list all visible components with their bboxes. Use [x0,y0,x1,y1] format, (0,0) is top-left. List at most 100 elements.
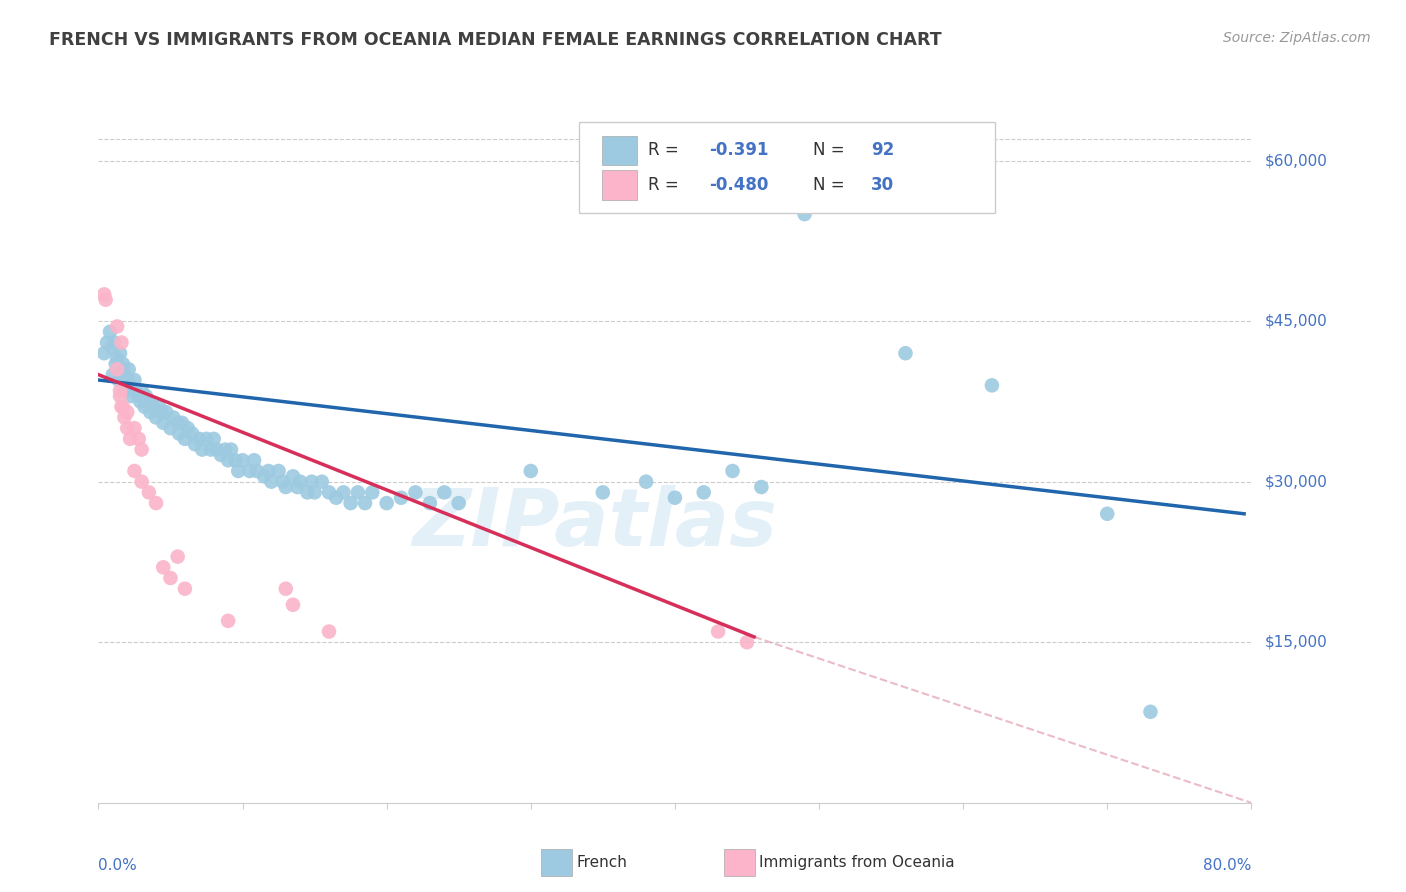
Bar [602,136,637,165]
Text: French: French [576,855,627,870]
Point [274,582,297,596]
Point [200,442,222,457]
Point [117,405,138,419]
Point [105,362,128,376]
Point [290,475,312,489]
Point [735,635,758,649]
Point [205,442,228,457]
Point [152,416,174,430]
Point [239,464,262,478]
Point [94,293,117,307]
Point [121,389,143,403]
Point [217,614,239,628]
Point [150,405,173,419]
Point [375,496,398,510]
Point [311,475,333,489]
Point [231,453,254,467]
Point [105,351,128,366]
Bar [602,170,637,200]
Point [793,207,815,221]
Point [707,624,730,639]
Point [1097,507,1119,521]
Text: 30: 30 [870,176,894,194]
Point [107,373,129,387]
Point [120,432,142,446]
Point [138,485,160,500]
Point [101,341,124,355]
Point [152,560,174,574]
Point [339,496,361,510]
Point [112,410,135,425]
Point [93,287,115,301]
Point [124,373,146,387]
Point [664,491,686,505]
Point [361,485,384,500]
Point [124,464,146,478]
Point [117,421,138,435]
Text: -0.391: -0.391 [710,141,769,159]
Point [145,410,167,425]
Point [209,448,232,462]
Point [108,389,131,403]
Point [1139,705,1161,719]
Point [167,426,190,441]
Point [139,405,162,419]
Point [751,480,773,494]
Point [260,475,283,489]
Point [166,416,188,430]
Text: N =: N = [813,141,851,159]
Point [108,384,131,398]
Text: Source: ZipAtlas.com: Source: ZipAtlas.com [1223,31,1371,45]
Point [104,357,127,371]
Point [128,432,150,446]
Point [174,432,197,446]
Point [325,491,347,505]
Point [131,442,153,457]
Point [110,400,132,414]
Point [894,346,917,360]
Point [346,485,368,500]
Text: 92: 92 [870,141,894,159]
Point [981,378,1004,392]
Point [318,485,340,500]
Point [217,453,239,467]
FancyBboxPatch shape [579,122,995,213]
Text: R =: R = [648,141,685,159]
Text: N =: N = [813,176,851,194]
Point [281,469,304,483]
Point [170,416,193,430]
Point [219,442,242,457]
Point [112,368,135,382]
Point [105,319,128,334]
Point [162,410,184,425]
Point [98,325,121,339]
Point [129,394,152,409]
Point [138,394,160,409]
Point [134,400,156,414]
Point [111,400,134,414]
Point [304,485,326,500]
Point [103,335,125,350]
Point [195,432,218,446]
Point [271,475,294,489]
Point [202,432,225,446]
Point [447,496,470,510]
Text: $60,000: $60,000 [1265,153,1329,168]
Point [246,464,269,478]
Point [332,485,354,500]
Point [120,378,142,392]
Point [823,196,845,211]
Point [128,389,150,403]
Point [131,475,153,489]
Point [405,485,427,500]
Point [301,475,323,489]
Point [145,496,167,510]
Point [191,442,214,457]
Point [253,469,276,483]
Point [155,405,177,419]
Point [285,480,308,494]
Point [354,496,377,510]
Point [96,335,118,350]
Point [111,357,134,371]
Point [159,571,181,585]
